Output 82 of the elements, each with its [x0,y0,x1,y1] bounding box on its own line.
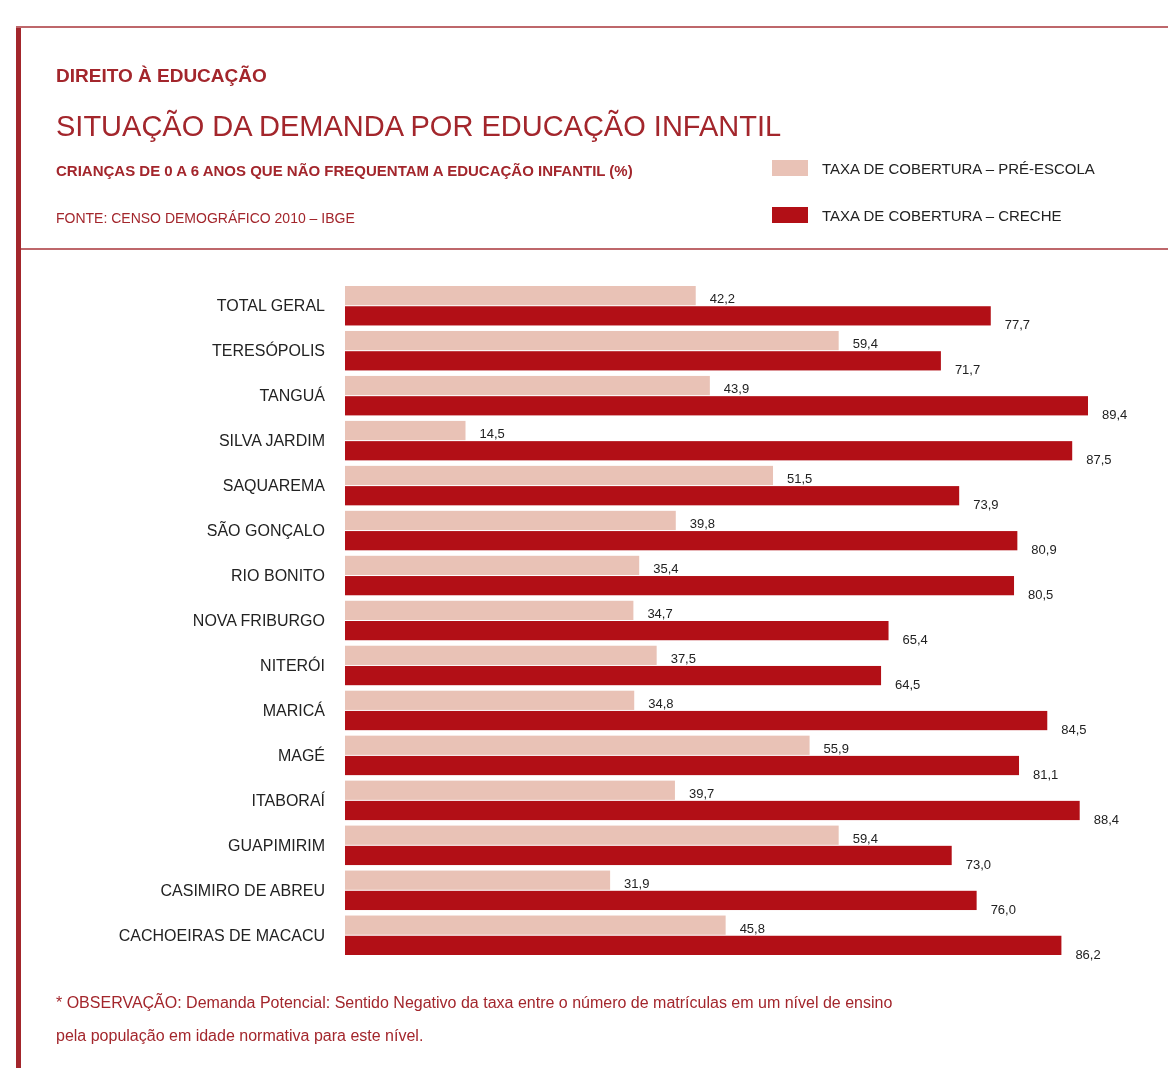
y-tick-label: GUAPIMIRIM [228,836,325,854]
data-label: 71,7 [954,362,981,378]
bar [345,755,1020,776]
data-label: 45,8 [739,920,765,936]
y-tick-label: SÃO GONÇALO [206,520,325,540]
data-label: 42,2 [709,291,736,307]
y-tick-label: NOVA FRIBURGO [192,612,325,629]
bar [345,621,889,641]
bar [345,330,839,351]
data-label: 35,4 [653,561,679,577]
bar [345,286,696,306]
data-label: 73,9 [973,497,999,513]
bar [345,915,726,935]
y-tick-label: TOTAL GERAL [216,297,326,315]
data-label: 86,2 [1075,947,1101,962]
y-tick-label: TANGUÁ [259,386,326,405]
bar [345,375,710,396]
data-label: 73,0 [965,857,992,873]
bar [345,600,634,620]
data-label: 89,4 [1102,407,1128,423]
bar [345,486,960,506]
bar [345,510,676,531]
chart-title: SITUAÇÃO DA DEMANDA POR EDUCAÇÃO INFANTIL [56,109,782,142]
bar [345,441,1073,461]
data-label: 65,4 [902,632,928,648]
bar [345,645,657,665]
data-label: 14,5 [479,426,505,442]
data-label: 76,0 [990,902,1016,918]
source-note: FONTE: CENSO DEMOGRÁFICO 2010 – IBGE [56,210,355,226]
y-tick-label: RIO BONITO [231,567,325,585]
data-label: 37,5 [670,650,696,666]
data-label: 64,5 [895,677,921,693]
chart-subtitle: CRIANÇAS DE 0 A 6 ANOS QUE NÃO FREQUENTAM A EDUCAÇÃO INFANTIL (%) [56,162,633,179]
y-tick-label: SAQUAREMA [222,477,326,495]
legend-label: TAXA DE COBERTURA – PRÉ-ESCOLA [822,160,1095,177]
data-label: 34,8 [648,695,674,711]
bar [345,555,640,576]
data-label: 81,1 [1033,767,1059,783]
data-label: 87,5 [1086,452,1112,468]
y-tick-label: MAGÉ [277,745,325,764]
data-label: 34,7 [647,606,673,621]
data-label: 51,5 [787,471,813,487]
data-label: 84,5 [1061,722,1087,738]
y-tick-label: CASIMIRO DE ABREU [160,881,325,899]
bar [345,396,1088,416]
bar [345,690,635,710]
y-tick-label: SILVA JARDIM [218,432,325,450]
bar [345,351,941,371]
bar [345,780,675,800]
data-label: 80,5 [1028,587,1054,603]
bar [345,306,991,326]
data-label: 59,4 [852,830,878,846]
bar [345,825,839,845]
bar [345,665,882,686]
bar [345,531,1018,551]
bar [345,576,1015,596]
data-label: 31,9 [624,875,650,891]
bar [345,710,1048,731]
text: * OBSERVAÇÃO: Demanda Potencial: Sentido Negativo da taxa entre o número de matrículas em um nível de ensino pela população em idade normativa para este nível. [56,992,893,1044]
bar [345,870,611,890]
y-tick-label: ITABORAÍ [251,790,326,809]
bar [345,465,774,486]
data-label: 80,9 [1031,542,1057,558]
text: DIREITO À EDUCAÇÃO [56,65,267,86]
bar [345,845,952,866]
data-label: 39,7 [688,785,715,801]
data-label: 39,8 [689,516,716,532]
legend-label: TAXA DE COBERTURA – CRECHE [822,207,1062,224]
bar [345,420,466,441]
data-label: 55,9 [823,740,849,756]
y-tick-label: NITERÓI [260,655,325,674]
bar [345,935,1062,955]
y-tick-label: CACHOEIRAS DE MACACU [118,926,325,944]
data-label: 77,7 [1004,317,1031,333]
bar [345,735,810,755]
bar [345,800,1080,821]
data-label: 59,4 [852,336,878,352]
data-label: 43,9 [723,381,750,397]
data-label: 88,4 [1093,812,1119,828]
y-tick-label: MARICÁ [262,700,326,719]
bar [345,890,977,911]
y-tick-label: TERESÓPOLIS [212,341,325,360]
